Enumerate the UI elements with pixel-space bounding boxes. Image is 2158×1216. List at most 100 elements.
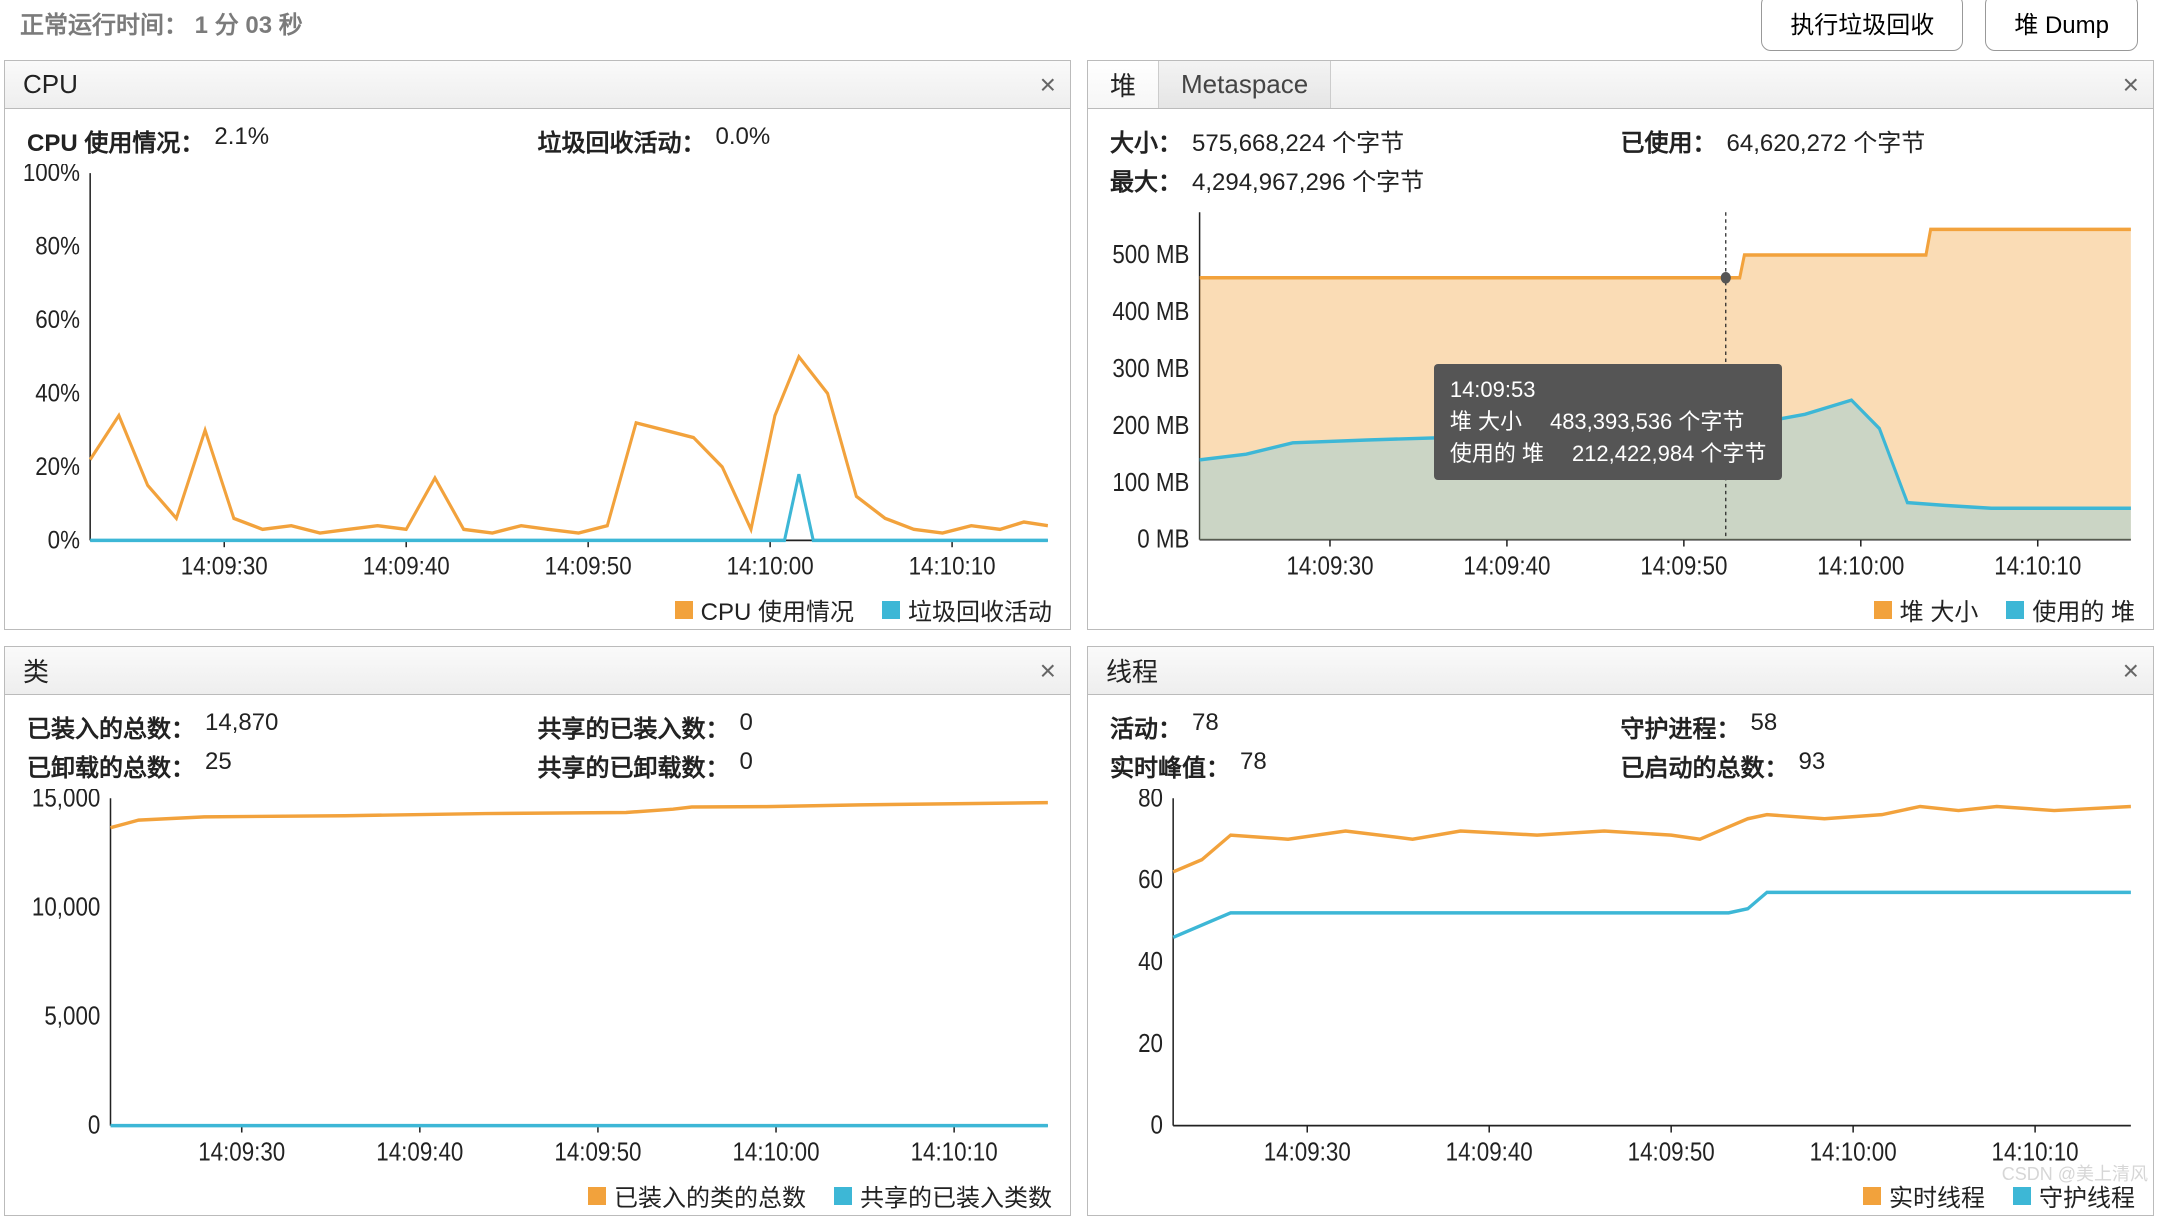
- unloaded-total-value: 25: [205, 748, 232, 783]
- classes-panel-title: 类: [5, 647, 67, 694]
- svg-text:80%: 80%: [35, 232, 80, 261]
- heap-used-label: 已使用：: [1621, 123, 1717, 158]
- svg-text:14:09:50: 14:09:50: [545, 552, 632, 581]
- classes-panel-head: 类 ×: [5, 647, 1070, 695]
- classes-chart-wrap: 05,00010,00015,00014:09:3014:09:4014:09:…: [5, 789, 1070, 1215]
- svg-text:14:09:40: 14:09:40: [1463, 552, 1550, 581]
- started-label: 已启动的总数：: [1621, 748, 1789, 783]
- svg-text:14:09:30: 14:09:30: [181, 552, 268, 581]
- cpu-stats: CPU 使用情况：2.1% 垃圾回收活动：0.0%: [5, 109, 1070, 164]
- shared-loaded-value: 0: [740, 709, 753, 744]
- heap-max-label: 最大：: [1110, 162, 1182, 197]
- threads-panel-head: 线程 ×: [1088, 647, 2153, 695]
- legend-label: CPU 使用情况: [701, 592, 854, 627]
- threads-panel: 线程 × 活动：78 守护进程：58 实时峰值：78 已启动的总数：93 020…: [1087, 646, 2154, 1216]
- close-icon[interactable]: ×: [2109, 647, 2153, 694]
- legend-label: 已装入的类的总数: [614, 1178, 806, 1213]
- cpu-usage-value: 2.1%: [214, 123, 269, 158]
- heap-panel-head: 堆 Metaspace ×: [1088, 61, 2153, 109]
- svg-text:14:10:00: 14:10:00: [1810, 1138, 1897, 1167]
- classes-legend: 已装入的类的总数 共享的已装入类数: [19, 1172, 1056, 1215]
- svg-text:40%: 40%: [35, 379, 80, 408]
- svg-text:200 MB: 200 MB: [1112, 412, 1189, 441]
- cpu-panel-title: CPU: [5, 61, 96, 108]
- legend-item: 堆 大小: [1874, 592, 1979, 627]
- threads-chart[interactable]: 02040608014:09:3014:09:4014:09:5014:10:0…: [1102, 789, 2139, 1172]
- top-buttons: 执行垃圾回收 堆 Dump: [1761, 0, 2138, 51]
- legend-label: 使用的 堆: [2032, 592, 2135, 627]
- legend-item: 垃圾回收活动: [882, 592, 1052, 627]
- svg-text:14:09:50: 14:09:50: [1628, 1138, 1715, 1167]
- legend-label: 垃圾回收活动: [908, 592, 1052, 627]
- svg-text:14:09:30: 14:09:30: [1286, 552, 1373, 581]
- classes-panel: 类 × 已装入的总数：14,870 共享的已装入数：0 已卸载的总数：25 共享…: [4, 646, 1071, 1216]
- classes-chart[interactable]: 05,00010,00015,00014:09:3014:09:4014:09:…: [19, 789, 1056, 1172]
- heap-dump-button[interactable]: 堆 Dump: [1985, 0, 2138, 51]
- svg-text:14:09:40: 14:09:40: [376, 1138, 463, 1167]
- heap-stats: 大小：575,668,224 个字节 已使用：64,620,272 个字节 最大…: [1088, 109, 2153, 203]
- shared-unloaded-value: 0: [740, 748, 753, 783]
- svg-text:20: 20: [1138, 1030, 1163, 1059]
- svg-text:60%: 60%: [35, 306, 80, 335]
- heap-max-value: 4,294,967,296 个字节: [1192, 162, 1424, 197]
- uptime-text: 正常运行时间： 1 分 03 秒: [20, 5, 303, 40]
- heap-size-value: 575,668,224 个字节: [1192, 123, 1404, 158]
- cpu-legend: CPU 使用情况 垃圾回收活动: [19, 586, 1056, 629]
- legend-item: 共享的已装入类数: [834, 1178, 1052, 1213]
- svg-text:14:10:10: 14:10:10: [909, 552, 996, 581]
- legend-item: 使用的 堆: [2006, 592, 2135, 627]
- svg-text:100%: 100%: [23, 164, 80, 187]
- heap-chart-wrap: 0 MB100 MB200 MB300 MB400 MB500 MB14:09:…: [1088, 203, 2153, 629]
- svg-text:14:10:10: 14:10:10: [911, 1138, 998, 1167]
- legend-item: 已装入的类的总数: [588, 1178, 806, 1213]
- close-icon[interactable]: ×: [2109, 61, 2153, 108]
- heap-chart[interactable]: 0 MB100 MB200 MB300 MB400 MB500 MB14:09:…: [1102, 203, 2139, 586]
- svg-text:14:10:00: 14:10:00: [1817, 552, 1904, 581]
- active-label: 活动：: [1110, 709, 1182, 744]
- close-icon[interactable]: ×: [1026, 647, 1070, 694]
- svg-text:0: 0: [88, 1111, 100, 1140]
- svg-text:14:10:00: 14:10:00: [733, 1138, 820, 1167]
- gc-button[interactable]: 执行垃圾回收: [1761, 0, 1963, 51]
- svg-text:20%: 20%: [35, 453, 80, 482]
- tab-metaspace[interactable]: Metaspace: [1159, 61, 1331, 108]
- svg-text:60: 60: [1138, 866, 1163, 895]
- svg-text:14:09:30: 14:09:30: [198, 1138, 285, 1167]
- svg-text:500 MB: 500 MB: [1112, 241, 1189, 270]
- started-value: 93: [1799, 748, 1826, 783]
- legend-label: 共享的已装入类数: [860, 1178, 1052, 1213]
- svg-text:14:10:00: 14:10:00: [727, 552, 814, 581]
- svg-text:14:10:10: 14:10:10: [1994, 552, 2081, 581]
- threads-stats: 活动：78 守护进程：58 实时峰值：78 已启动的总数：93: [1088, 695, 2153, 789]
- daemon-label: 守护进程：: [1621, 709, 1741, 744]
- svg-text:40: 40: [1138, 948, 1163, 977]
- loaded-total-value: 14,870: [205, 709, 278, 744]
- topbar: 正常运行时间： 1 分 03 秒 执行垃圾回收 堆 Dump: [0, 0, 2158, 60]
- loaded-total-label: 已装入的总数：: [27, 709, 195, 744]
- cpu-panel-head: CPU ×: [5, 61, 1070, 109]
- heap-legend: 堆 大小 使用的 堆: [1102, 586, 2139, 629]
- svg-text:0 MB: 0 MB: [1137, 525, 1189, 554]
- gc-activity-label: 垃圾回收活动：: [538, 123, 706, 158]
- legend-item: CPU 使用情况: [675, 592, 854, 627]
- threads-legend: 实时线程守护线程: [1102, 1172, 2139, 1215]
- shared-unloaded-label: 共享的已卸载数：: [538, 748, 730, 783]
- cpu-chart-wrap: 0%20%40%60%80%100%14:09:3014:09:4014:09:…: [5, 164, 1070, 629]
- chart-tooltip: 14:09:53堆 大小483,393,536 个字节使用的 堆212,422,…: [1434, 364, 1783, 480]
- peak-value: 78: [1240, 748, 1267, 783]
- threads-chart-wrap: 02040608014:09:3014:09:4014:09:5014:10:0…: [1088, 789, 2153, 1215]
- svg-text:14:09:50: 14:09:50: [554, 1138, 641, 1167]
- close-icon[interactable]: ×: [1026, 61, 1070, 108]
- svg-text:10,000: 10,000: [32, 893, 100, 922]
- uptime-value: 1 分 03 秒: [195, 12, 303, 39]
- active-value: 78: [1192, 709, 1219, 744]
- svg-text:0: 0: [1151, 1111, 1163, 1140]
- svg-text:5,000: 5,000: [44, 1002, 100, 1031]
- svg-text:0%: 0%: [48, 526, 80, 555]
- svg-text:400 MB: 400 MB: [1112, 298, 1189, 327]
- svg-text:300 MB: 300 MB: [1112, 355, 1189, 384]
- cpu-chart[interactable]: 0%20%40%60%80%100%14:09:3014:09:4014:09:…: [19, 164, 1056, 586]
- tab-heap[interactable]: 堆: [1088, 61, 1159, 108]
- cpu-panel: CPU × CPU 使用情况：2.1% 垃圾回收活动：0.0% 0% 20% 40%…: [4, 60, 1071, 630]
- legend-label: 实时线程: [1889, 1178, 1985, 1213]
